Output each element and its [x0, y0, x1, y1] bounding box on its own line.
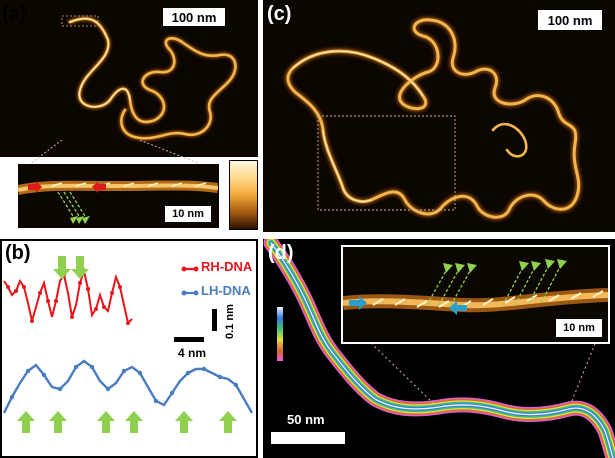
lh-dna-points: [9, 364, 239, 404]
panel-d-scalebar: [271, 432, 345, 444]
panel-c-label: (c): [267, 3, 292, 25]
panel-c-scale-label: 100 nm: [538, 10, 602, 30]
legend-lh-label: LH-DNA: [201, 283, 251, 298]
panel-a-inset-strand: [18, 180, 218, 224]
scalebar-horizontal-label: 4 nm: [178, 346, 207, 360]
scalebar-horizontal: [174, 337, 204, 342]
legend-rh-label: RH-DNA: [201, 259, 253, 274]
rh-dna-profile-line: [3, 267, 133, 325]
panel-d-rainbow-trace: [263, 239, 615, 458]
panel-a-inset: 10 nm: [17, 163, 220, 229]
panel-a-colorbar: [229, 160, 258, 230]
panel-c-dna-trace: [285, 16, 582, 221]
panel-c-afm-image: (c) 100 nm: [263, 0, 615, 232]
panel-d-scale-label: 50 nm: [287, 412, 325, 427]
panel-d-traced-image: (d) 50 nm: [263, 239, 615, 458]
panel-b-plot: [2, 256, 254, 433]
panel-a-inset-scale-label: 10 nm: [165, 206, 211, 222]
panel-d-inset: 10 nm: [341, 245, 610, 344]
scalebar-vertical-label: 0.1 nm: [224, 304, 236, 339]
panel-b-profiles: (b) RH-DNA LH-DNA 0.1 nm 4 nm: [0, 239, 258, 458]
panel-a-dna-trace: [61, 15, 238, 141]
panel-a-label: (a): [2, 3, 27, 25]
panel-d-inset-strand: [343, 259, 608, 315]
rh-dna-points: [6, 273, 130, 325]
rh-groove-arrows: [53, 256, 89, 279]
panel-d-label: (d): [268, 242, 294, 264]
scalebar-vertical: [212, 309, 217, 331]
lh-groove-arrows: [17, 411, 237, 433]
panel-a-scale-label: 100 nm: [163, 8, 225, 26]
legend-lh-swatch: [181, 290, 199, 296]
legend-rh-swatch: [181, 266, 199, 272]
panel-d-inset-scale-label: 10 nm: [556, 319, 602, 337]
panel-a-afm-image: (a) 100 nm: [0, 0, 258, 157]
panel-b-label: (b): [5, 242, 31, 264]
panel-d-colorbar: [277, 307, 283, 361]
lh-dna-profile-line: [2, 359, 254, 414]
